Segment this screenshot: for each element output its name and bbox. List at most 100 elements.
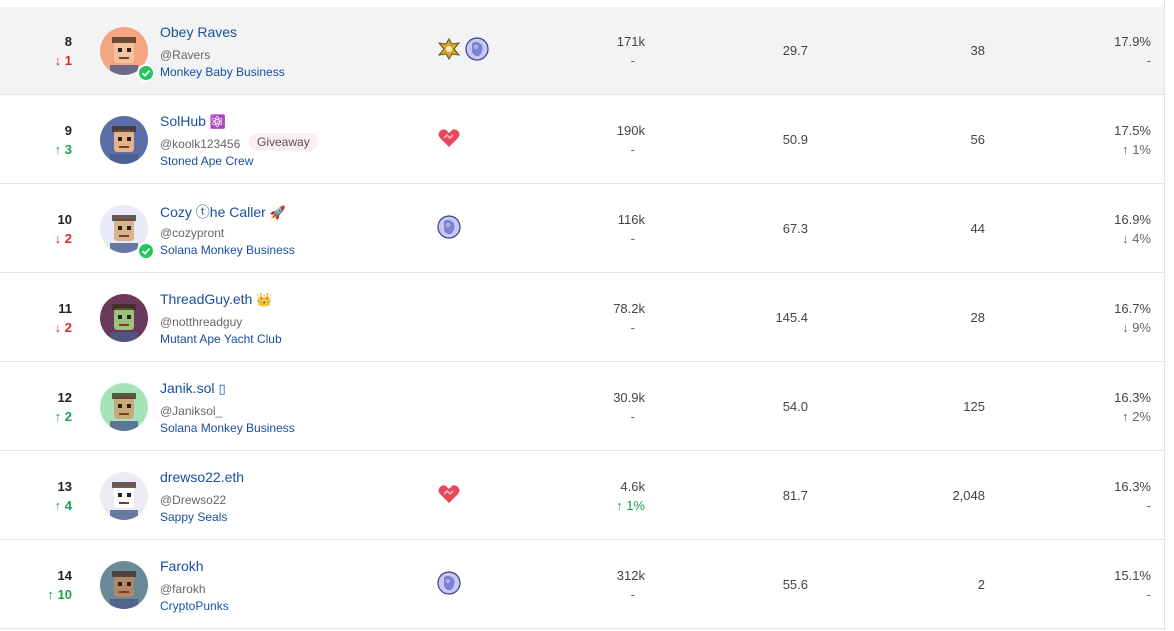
percent-value: 17.9% (1114, 34, 1151, 49)
followers-change: - (630, 53, 635, 68)
followers-change: ↑ 1% (616, 498, 645, 513)
community-badges (437, 37, 489, 63)
followers-value: 312k (616, 568, 645, 583)
profile-name[interactable]: Cozy ⓣhe Caller 🚀 (160, 202, 286, 222)
community-badges (437, 215, 461, 241)
table-row[interactable]: 9 ↑ 3 SolHub ⚛️ @koolk123456 Giveaway Stoned A… (0, 96, 1164, 184)
followers-value: 116k (617, 212, 645, 227)
followers-change: - (630, 142, 635, 157)
profile-name[interactable]: Janik.sol ▯ (160, 380, 226, 397)
percent-change: - (1146, 53, 1151, 68)
percent-change: - (1146, 587, 1151, 602)
blue-creature-icon[interactable] (465, 37, 489, 61)
profile-handle: @koolk123456 (160, 137, 241, 151)
count-value: 2,048 (952, 488, 985, 503)
metric-value: 67.3 (782, 221, 808, 236)
profile-handle: @Janiksol_ (160, 404, 223, 418)
collection-link[interactable]: CryptoPunks (160, 599, 229, 613)
rank-number: 9 (64, 123, 72, 138)
followers-value: 171k (616, 34, 645, 49)
followers-value: 190k (616, 123, 645, 138)
rank-change: ↓ 2 (54, 231, 72, 246)
profile-name-text[interactable]: ThreadGuy.eth (160, 291, 253, 307)
count-value: 44 (970, 221, 985, 236)
metric-value: 54.0 (782, 399, 808, 414)
rank-change: ↑ 10 (47, 587, 72, 602)
name-emoji: 👑 (256, 292, 273, 307)
profile-handle: @notthreadguy (160, 315, 243, 329)
rank-change: ↑ 3 (54, 142, 72, 157)
profile-handle: @cozypront (160, 226, 225, 240)
metric-value: 145.4 (775, 310, 808, 325)
profile-name[interactable]: Obey Raves (160, 24, 237, 40)
verified-check-icon (137, 64, 155, 82)
golden-wings-icon[interactable] (437, 37, 461, 61)
avatar[interactable] (100, 472, 148, 520)
avatar[interactable] (100, 383, 148, 431)
community-badges (437, 126, 461, 152)
avatar[interactable] (100, 561, 148, 609)
collection-link[interactable]: Stoned Ape Crew (160, 154, 254, 168)
rank-number: 11 (58, 301, 72, 316)
percent-change: - (1146, 498, 1151, 513)
rank-change: ↑ 2 (54, 409, 72, 424)
blue-creature-icon[interactable] (437, 571, 461, 595)
metric-value: 81.7 (782, 488, 808, 503)
followers-change: - (630, 231, 635, 246)
collection-link[interactable]: Sappy Seals (160, 510, 228, 524)
handshake-heart-icon[interactable] (437, 126, 461, 150)
percent-value: 16.3% (1114, 479, 1151, 494)
count-value: 2 (977, 577, 985, 592)
avatar[interactable] (100, 116, 148, 164)
name-emoji: 🚀 (269, 205, 287, 220)
profile-name[interactable]: Farokh (160, 558, 204, 574)
followers-change: - (630, 409, 635, 424)
table-row[interactable]: 8 ↓ 1 Obey Raves @Ravers Monkey Baby Busines… (0, 7, 1164, 95)
table-row[interactable]: 10 ↓ 2 Cozy ⓣhe Caller 🚀 @cozypront Solana Mo… (0, 185, 1164, 273)
profile-name[interactable]: ThreadGuy.eth 👑 (160, 291, 273, 308)
percent-change: ↓ 9% (1122, 320, 1151, 335)
table-row[interactable]: 14 ↑ 10 Farokh @farokh CryptoPunks 312k - 55.6 2… (0, 541, 1164, 629)
profile-name[interactable]: SolHub ⚛️ (160, 113, 226, 130)
profile-name-text[interactable]: drewso22.eth (160, 469, 245, 485)
collection-link[interactable]: Mutant Ape Yacht Club (160, 332, 282, 346)
followers-value: 4.6k (620, 479, 645, 494)
name-emoji: ▯ (218, 381, 226, 396)
blue-creature-icon[interactable] (437, 215, 461, 239)
profile-name-text[interactable]: SolHub (160, 113, 206, 129)
followers-value: 30.9k (613, 390, 645, 405)
profile-name-text[interactable]: Farokh (160, 558, 204, 574)
rank-change: ↓ 1 (54, 53, 72, 68)
profile-handle: @farokh (160, 582, 206, 596)
collection-link[interactable]: Solana Monkey Business (160, 243, 295, 257)
percent-value: 16.7% (1114, 301, 1151, 316)
profile-name-text[interactable]: Obey Raves (160, 24, 238, 40)
verified-check-icon (137, 242, 155, 260)
table-row[interactable]: 11 ↓ 2 ThreadGuy.eth 👑 @notthreadguy Mutant A… (0, 274, 1164, 362)
collection-link[interactable]: Solana Monkey Business (160, 421, 295, 435)
percent-value: 16.9% (1114, 212, 1151, 227)
profile-name-text[interactable]: Cozy ⓣhe Caller (160, 204, 266, 220)
giveaway-badge: Giveaway (249, 133, 318, 151)
handshake-heart-icon[interactable] (437, 482, 461, 506)
percent-value: 17.5% (1114, 123, 1151, 138)
followers-value: 78.2k (613, 301, 645, 316)
profile-handle: @Drewso22 (160, 493, 227, 507)
percent-change: ↓ 4% (1122, 231, 1151, 246)
rank-change: ↑ 4 (54, 498, 72, 513)
followers-change: - (630, 320, 635, 335)
rank-change: ↓ 2 (54, 320, 72, 335)
profile-name[interactable]: drewso22.eth (160, 469, 244, 485)
profile-name-text[interactable]: Janik.sol (160, 380, 215, 396)
count-value: 28 (970, 310, 985, 325)
rank-number: 14 (57, 568, 72, 583)
metric-value: 29.7 (782, 43, 808, 58)
collection-link[interactable]: Monkey Baby Business (160, 65, 285, 79)
table-row[interactable]: 13 ↑ 4 drewso22.eth @Drewso22 Sappy Seals 4.6… (0, 452, 1164, 540)
percent-value: 15.1% (1114, 568, 1151, 583)
percent-value: 16.3% (1114, 390, 1151, 405)
community-badges (437, 482, 461, 508)
table-row[interactable]: 12 ↑ 2 Janik.sol ▯ @Janiksol_ Solana Monkey B… (0, 363, 1164, 451)
avatar[interactable] (100, 294, 148, 342)
